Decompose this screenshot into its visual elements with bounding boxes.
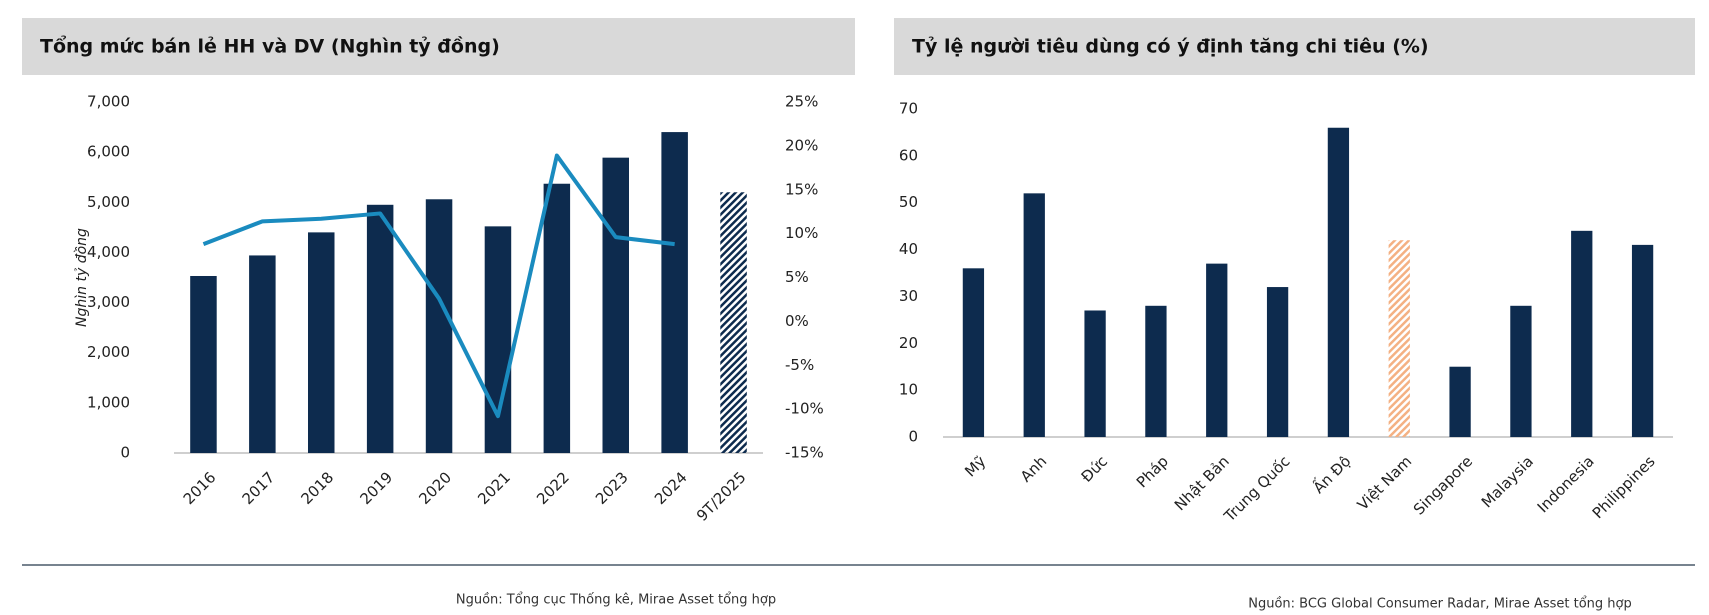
y-tick-label: 2,000 <box>87 343 130 361</box>
bar <box>602 157 630 453</box>
chart-title: Tỷ lệ người tiêu dùng có ý định tăng chi… <box>912 36 1429 58</box>
x-tick-label: 2023 <box>592 468 632 508</box>
y-tick-label: 6,000 <box>87 143 130 161</box>
x-tick-label: 9T/2025 <box>693 468 750 525</box>
x-tick-label: Singapore <box>1410 452 1476 518</box>
x-tick-label: Indonesia <box>1534 452 1598 516</box>
bar <box>425 199 453 453</box>
y2-tick-label: 25% <box>785 93 818 111</box>
y-tick-label: 30 <box>899 287 918 305</box>
x-tick-label: 2021 <box>474 468 514 508</box>
y-tick-label: 70 <box>899 100 918 118</box>
bar <box>1145 305 1167 437</box>
x-tick-label: 2019 <box>356 468 396 508</box>
bar <box>1510 305 1532 437</box>
y-tick-label: 3,000 <box>87 293 130 311</box>
y2-tick-label: 15% <box>785 180 818 198</box>
y2-tick-label: -10% <box>785 400 824 418</box>
bar <box>484 226 512 453</box>
y2-tick-label: -5% <box>785 356 814 374</box>
bar <box>1571 230 1593 437</box>
y-tick-label: 5,000 <box>87 193 130 211</box>
y2-tick-label: 20% <box>785 136 818 154</box>
source: Nguồn: BCG Global Consumer Radar, Mirae … <box>1248 597 1632 612</box>
y-tick-label: 0 <box>908 428 918 446</box>
y-tick-label: 7,000 <box>87 93 130 111</box>
x-tick-label: 2022 <box>533 468 573 508</box>
x-tick-label: Nhật Bản <box>1171 452 1233 514</box>
x-tick-label: 2017 <box>239 468 279 508</box>
bar <box>1206 263 1228 437</box>
x-tick-label: Anh <box>1017 452 1050 485</box>
bar <box>1449 366 1471 437</box>
y-tick-label: 60 <box>899 146 918 164</box>
source: Nguồn: Tổng cục Thống kê, Mirae Asset tổ… <box>456 593 776 608</box>
y2-tick-label: -15% <box>785 444 824 462</box>
y-tick-label: 4,000 <box>87 243 130 261</box>
x-tick-label: Mỹ <box>961 452 989 480</box>
bar <box>366 204 394 453</box>
bar <box>1266 287 1289 437</box>
bar <box>1023 193 1045 437</box>
y-tick-label: 20 <box>899 334 918 352</box>
y-tick-label: 10 <box>899 381 918 399</box>
bar <box>1327 127 1350 437</box>
x-tick-label: 2016 <box>180 468 220 508</box>
bar <box>720 192 747 453</box>
x-tick-label: 2020 <box>415 468 455 508</box>
y-tick-label: 0 <box>120 444 130 462</box>
bar <box>1388 240 1410 437</box>
y2-tick-label: 10% <box>785 224 818 242</box>
bar <box>1631 244 1654 437</box>
y-tick-label: 40 <box>899 240 918 258</box>
x-tick-label: Pháp <box>1133 452 1172 491</box>
y2-tick-label: 5% <box>785 268 809 286</box>
x-tick-label: Đức <box>1078 452 1112 486</box>
chart-title: Tổng mức bán lẻ HH và DV (Nghìn tỷ đồng) <box>40 35 500 58</box>
bar <box>307 232 335 453</box>
x-tick-label: Malaysia <box>1478 452 1537 511</box>
x-tick-label: Philippines <box>1589 452 1659 522</box>
bar <box>190 275 217 453</box>
bar <box>543 183 571 454</box>
y2-tick-label: 0% <box>785 312 809 330</box>
y-tick-label: 50 <box>899 193 918 211</box>
x-tick-label: 2024 <box>651 468 691 508</box>
bar <box>249 255 276 453</box>
bar <box>962 268 985 437</box>
x-tick-label: Ấn Độ <box>1308 450 1355 497</box>
title-band <box>22 18 855 75</box>
title-band <box>894 18 1695 75</box>
x-tick-label: Việt Nam <box>1354 452 1416 514</box>
y-tick-label: 1,000 <box>87 393 130 411</box>
x-tick-label: 2018 <box>298 468 338 508</box>
line <box>202 153 675 419</box>
bar <box>1084 310 1106 437</box>
bar <box>661 132 688 454</box>
y-axis-label: Nghìn tỷ đồng <box>73 228 90 327</box>
